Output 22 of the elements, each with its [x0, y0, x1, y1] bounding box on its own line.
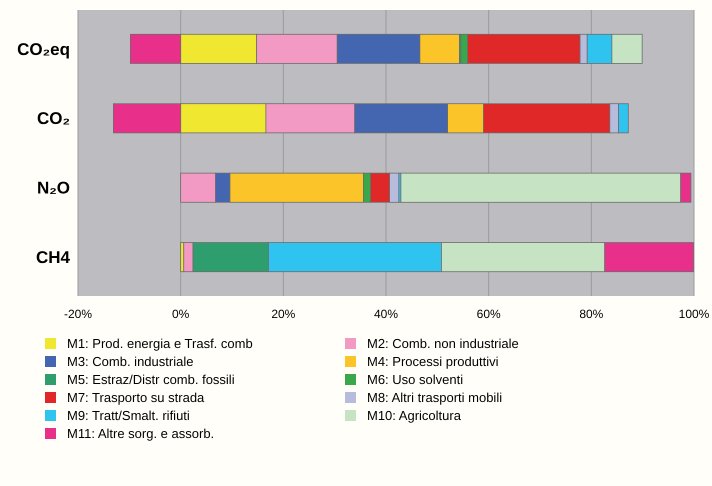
legend-label: M10: Agricoltura: [367, 408, 462, 423]
legend-label: M8: Altri trasporti mobili: [367, 390, 502, 405]
legend-label: M3: Comb. industriale: [67, 354, 194, 369]
y-tick-label: CO₂eq: [17, 40, 70, 59]
legend-label: M11: Altre sorg. e assorb.: [67, 426, 214, 441]
x-tick-label: 0%: [172, 307, 190, 321]
legend-label: M2: Comb. non industriale: [367, 336, 519, 351]
legend-label: M4: Processi produttivi: [367, 354, 499, 369]
x-tick-label: 60%: [476, 307, 501, 321]
x-tick-label: 80%: [579, 307, 604, 321]
legend-label: M9: Tratt/Smalt. rifiuti: [67, 408, 190, 423]
y-tick-label: N₂O: [36, 178, 70, 198]
x-tick-label: 20%: [271, 307, 296, 321]
x-tick-label: -20%: [64, 307, 92, 321]
x-tick-label: 40%: [374, 307, 398, 321]
x-tick-label: 100%: [678, 307, 710, 321]
legend-label: M5: Estraz/Distr comb. fossili: [67, 372, 235, 387]
legend-label: M6: Uso solventi: [367, 372, 464, 387]
y-tick-label: CO₂: [36, 109, 70, 128]
y-tick-label: CH4: [36, 248, 71, 268]
legend-label: M7: Trasporto su strada: [67, 390, 206, 405]
legend-label: M1: Prod. energia e Trasf. comb: [67, 336, 253, 351]
